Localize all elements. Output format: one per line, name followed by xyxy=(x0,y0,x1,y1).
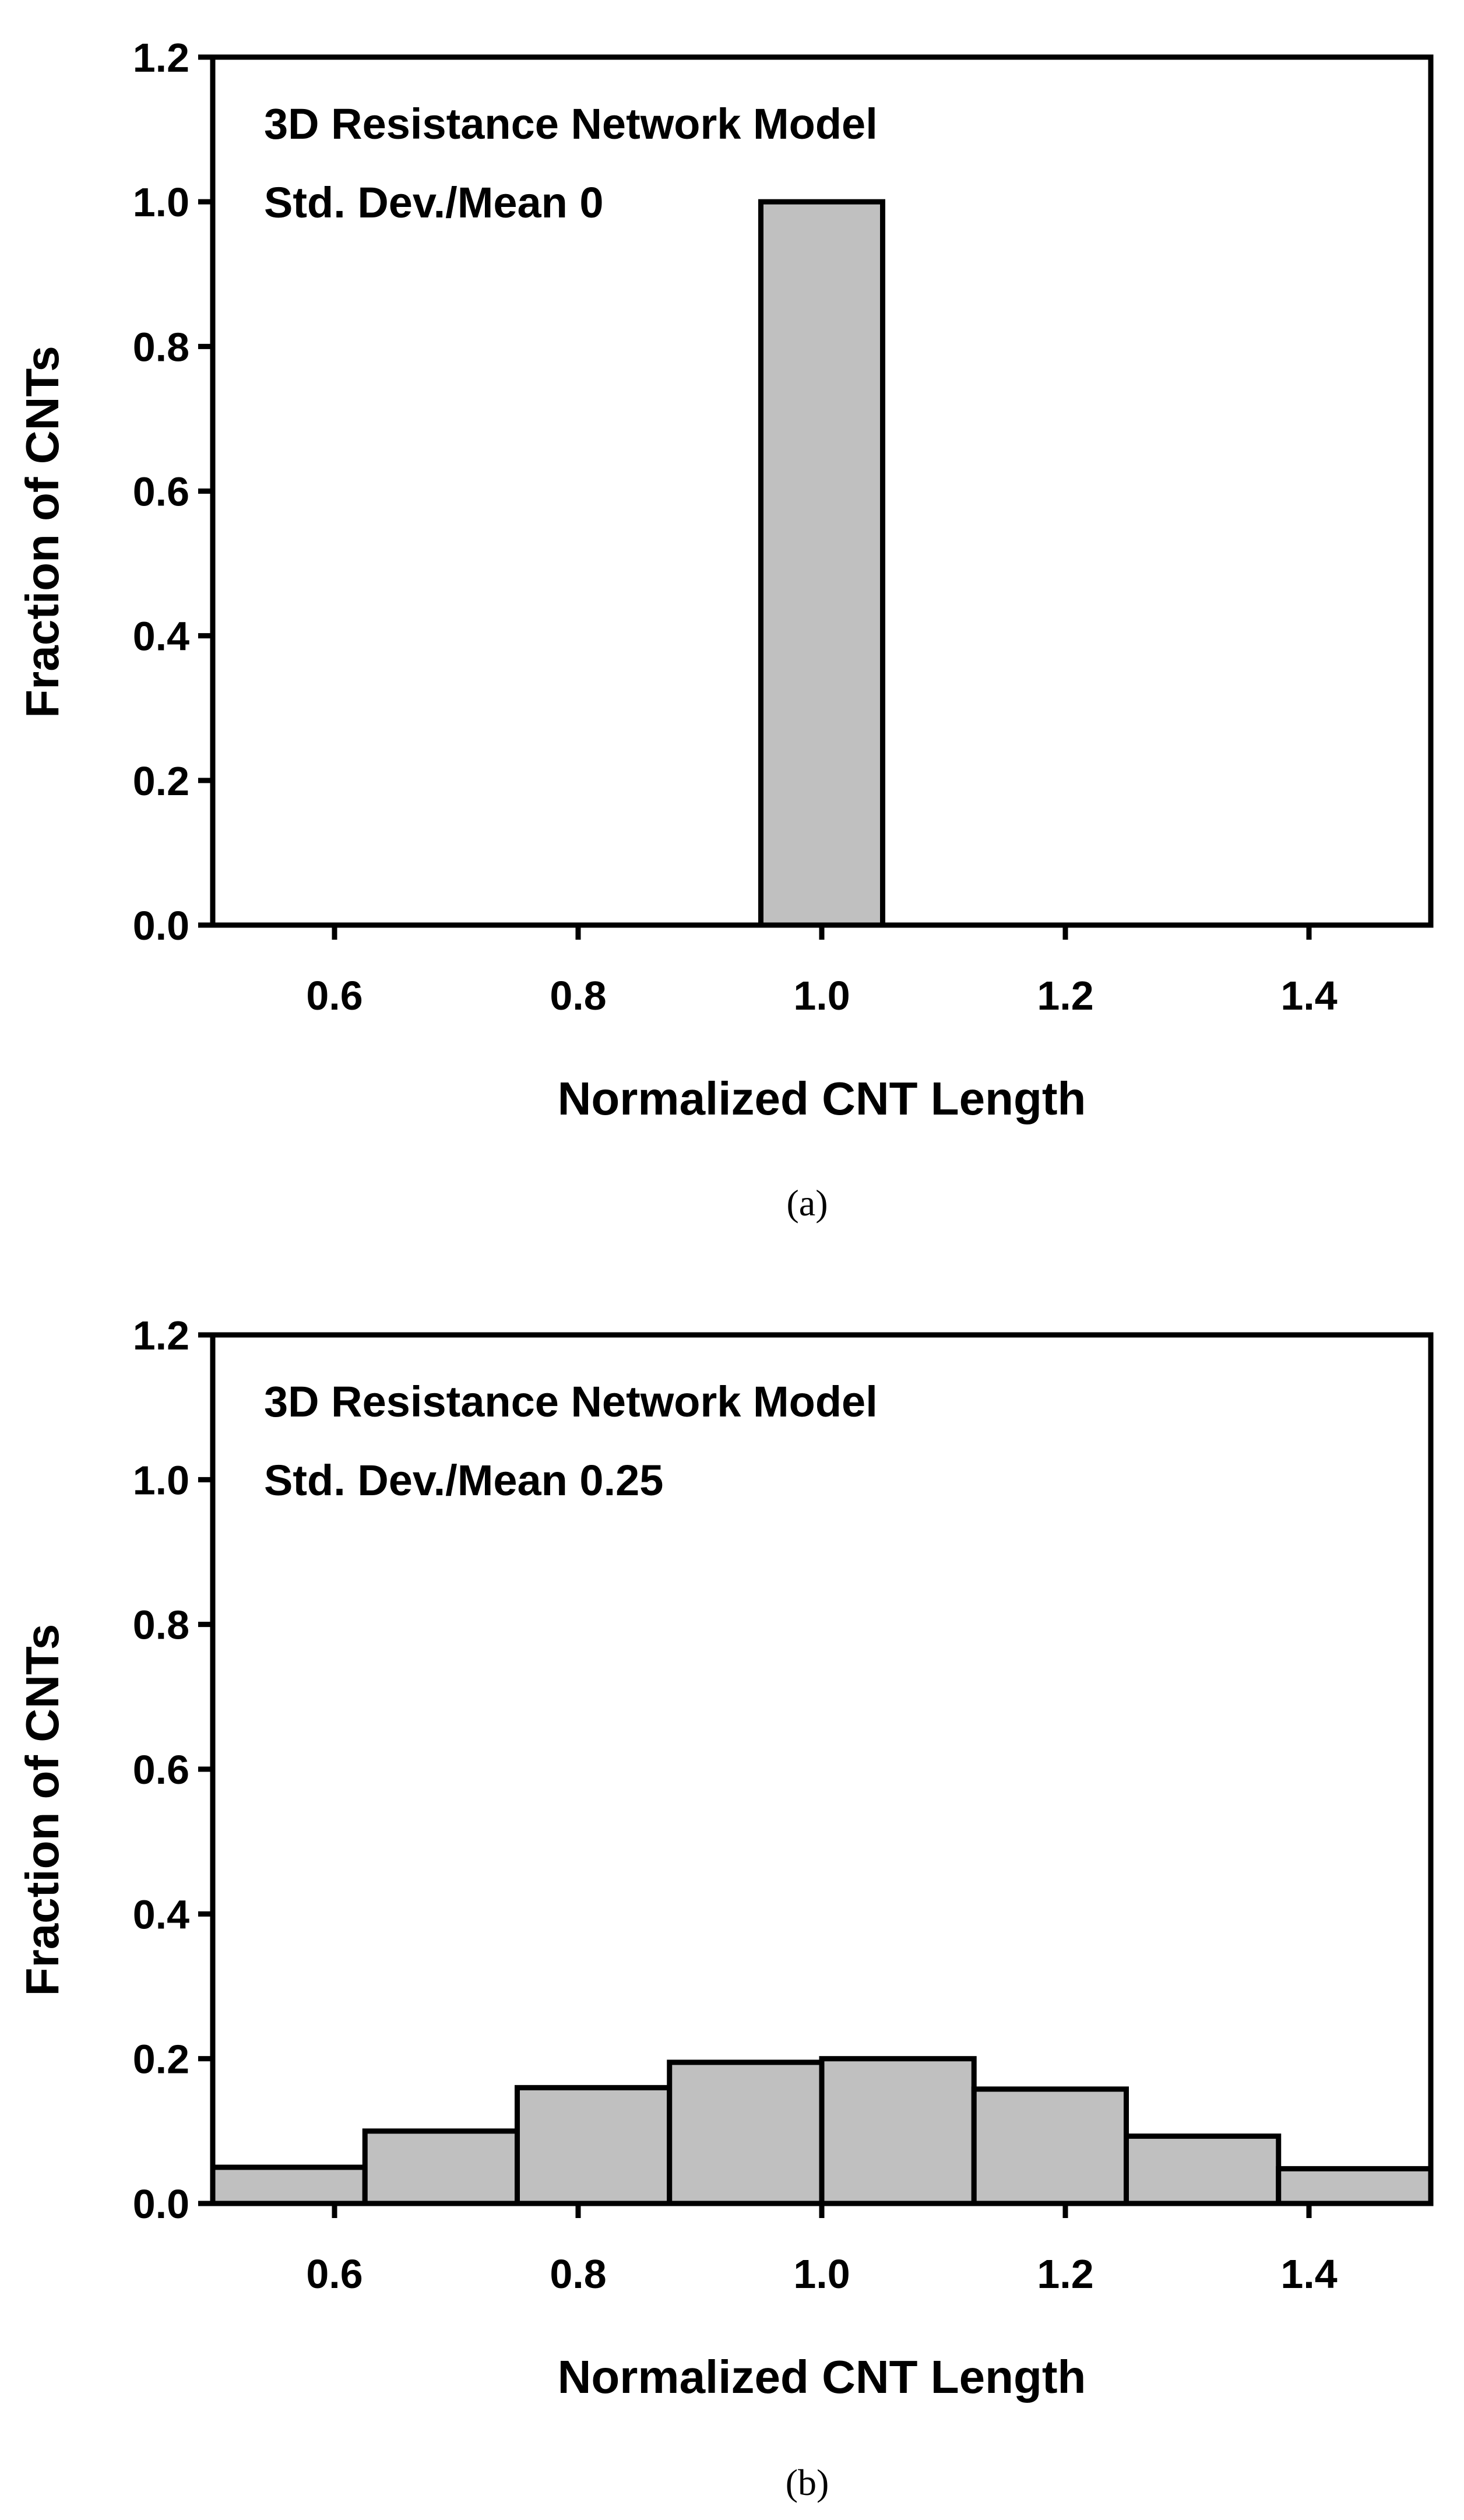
x-tick-label: 0.8 xyxy=(550,973,606,1018)
x-tick-label: 1.0 xyxy=(793,2251,850,2297)
figure-caption: (a) xyxy=(786,1182,828,1224)
bar xyxy=(667,2059,825,2206)
chart-panel-b: 0.0 0.2 0.4 0.6 0.8 1.0 1.2 0.6 0.8 1.0 1.2 1.4 Norm… xyxy=(16,1313,1434,2503)
y-tick-label: 0.6 xyxy=(133,1747,189,1793)
y-tick-label: 0.0 xyxy=(133,2181,189,2227)
chart-panel-a: 0.0 0.2 0.4 0.6 0.8 1.0 1.2 0.6 0.8 1.0 1.2 1.4 Norm… xyxy=(16,35,1434,1224)
annotation-line: Std. Dev./Mean 0.25 xyxy=(264,1456,663,1505)
x-axis-label: Normalized CNT Length xyxy=(558,1073,1086,1124)
y-tick-label: 1.2 xyxy=(133,1313,189,1358)
y-axis-label: Fraction of CNTs xyxy=(16,346,68,718)
y-tick-label: 0.8 xyxy=(133,1602,189,1648)
y-tick-label: 1.0 xyxy=(133,180,189,225)
y-tick-label: 0.0 xyxy=(133,903,189,948)
y-tick-label: 0.4 xyxy=(133,614,189,659)
bar xyxy=(758,199,885,928)
x-tick-label: 1.4 xyxy=(1280,973,1337,1018)
figure-caption: (b) xyxy=(786,2462,829,2503)
x-tick-label: 1.0 xyxy=(793,973,850,1018)
y-tick-label: 1.2 xyxy=(133,35,189,80)
y-tick-label: 0.2 xyxy=(133,2037,189,2082)
x-tick-label: 0.8 xyxy=(550,2251,606,2297)
annotation-line: 3D Resistance Network Model xyxy=(264,100,878,148)
x-tick-label: 1.2 xyxy=(1037,2251,1093,2297)
bar xyxy=(1124,2134,1282,2206)
bar xyxy=(971,2086,1129,2206)
annotation-line: Std. Dev./Mean 0 xyxy=(264,178,604,227)
annotation-line: 3D Resistance Network Model xyxy=(264,1377,878,1426)
y-tick-label: 0.2 xyxy=(133,758,189,804)
bar xyxy=(362,2128,520,2206)
y-tick-label: 1.0 xyxy=(133,1457,189,1503)
x-axis-label: Normalized CNT Length xyxy=(558,2351,1086,2403)
y-axis-label: Fraction of CNTs xyxy=(16,1624,68,1997)
y-tick-label: 0.8 xyxy=(133,324,189,370)
x-tick-label: 1.2 xyxy=(1037,973,1093,1018)
y-tick-label: 0.6 xyxy=(133,469,189,515)
bar xyxy=(1276,2166,1434,2206)
x-tick-label: 0.6 xyxy=(306,2251,363,2297)
x-tick-label: 0.6 xyxy=(306,973,363,1018)
bar xyxy=(819,2056,977,2206)
x-tick-label: 1.4 xyxy=(1280,2251,1337,2297)
bar xyxy=(210,2164,368,2206)
y-tick-label: 0.4 xyxy=(133,1892,189,1937)
bar xyxy=(515,2085,673,2206)
